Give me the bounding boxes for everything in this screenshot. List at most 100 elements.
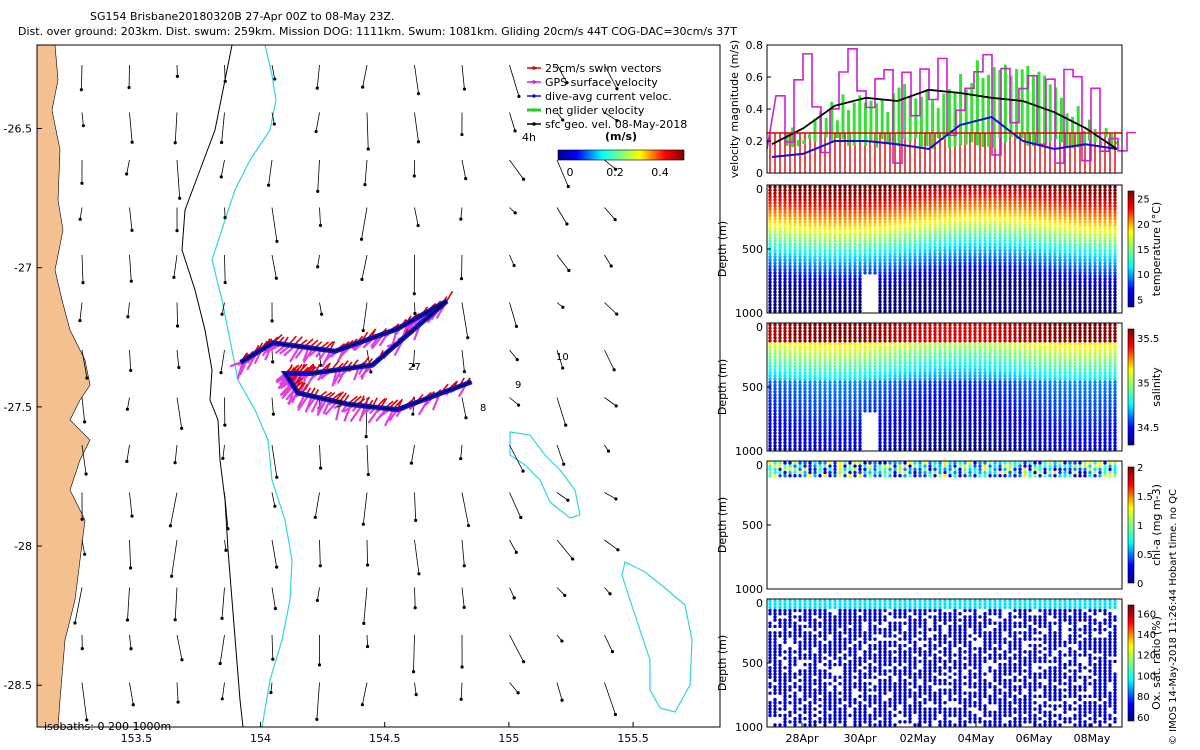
temperature-sample <box>858 194 862 199</box>
temperature-sample <box>1113 252 1117 256</box>
temperature-sample <box>798 258 802 262</box>
temperature-sample <box>978 258 982 262</box>
temperature-sample <box>968 261 972 266</box>
salinity-sample <box>808 393 812 397</box>
salinity-sample <box>768 351 772 356</box>
salinity-sample <box>898 399 902 404</box>
salinity-sample <box>923 440 927 445</box>
temperature-sample <box>773 290 777 294</box>
temperature-sample <box>1098 245 1102 250</box>
temperature-sample <box>793 277 797 281</box>
temperature-sample <box>883 296 887 300</box>
salinity-sample <box>828 428 832 432</box>
geo-vector-head <box>562 462 566 466</box>
salinity-sample <box>783 415 787 419</box>
salinity-sample <box>933 358 937 362</box>
temperature-sample <box>898 248 902 253</box>
temperature-sample <box>958 207 962 211</box>
temperature-sample <box>1108 229 1112 234</box>
salinity-sample <box>878 402 882 407</box>
temperature-sample <box>853 245 857 250</box>
temperature-sample <box>898 194 902 199</box>
salinity-sample <box>918 377 922 381</box>
salinity-sample <box>918 421 922 426</box>
salinity-sample <box>913 434 917 438</box>
temperature-sample <box>1018 236 1022 240</box>
salinity-sample <box>808 444 812 448</box>
salinity-sample <box>933 326 937 330</box>
temperature-sample <box>1083 274 1087 278</box>
temperature-sample <box>858 204 862 208</box>
salinity-sample <box>853 431 857 435</box>
salinity-sample <box>883 428 887 432</box>
temperature-sample <box>953 242 957 246</box>
temperature-sample <box>983 290 987 294</box>
temperature-sample <box>793 287 797 291</box>
temperature-sample <box>1028 213 1032 218</box>
temperature-sample <box>913 220 917 224</box>
salinity-sample <box>913 421 917 426</box>
salinity-sample <box>793 326 797 330</box>
temperature-sample <box>983 239 987 243</box>
temperature-sample <box>898 293 902 297</box>
temperature-sample <box>963 277 967 281</box>
salinity-sample <box>858 351 862 356</box>
salinity-sample <box>818 434 822 438</box>
temperature-sample <box>863 185 867 189</box>
map-xtick-label: 154.5 <box>369 732 401 745</box>
geo-vector <box>461 159 467 179</box>
temperature-sample <box>1023 255 1027 259</box>
temperature-sample <box>1003 264 1007 269</box>
temperature-sample <box>873 207 877 211</box>
temperature-sample <box>818 213 822 218</box>
salinity-sample <box>808 390 812 394</box>
temperature-sample <box>783 245 787 250</box>
salinity-sample <box>868 390 872 394</box>
temperature-sample <box>933 217 937 221</box>
temperature-sample <box>783 296 787 300</box>
salinity-sample <box>848 345 852 349</box>
temperature-sample <box>868 252 872 256</box>
salinity-sample <box>928 415 932 419</box>
temperature-sample <box>943 287 947 291</box>
temperature-sample <box>848 261 852 266</box>
temperature-sample <box>928 185 932 189</box>
temperature-sample <box>1038 185 1042 189</box>
temperature-sample <box>1028 255 1032 259</box>
temperature-sample <box>1063 188 1067 192</box>
temperature-sample <box>848 252 852 256</box>
temperature-sample <box>908 210 912 215</box>
temperature-sample <box>1063 204 1067 208</box>
salinity-sample <box>918 440 922 445</box>
temperature-sample <box>878 267 882 272</box>
temperature-sample <box>1068 264 1072 269</box>
salinity-sample <box>933 367 937 372</box>
temperature-sample <box>993 280 997 285</box>
temperature-sample <box>943 201 947 205</box>
temperature-sample <box>998 210 1002 215</box>
temperature-sample <box>783 201 787 205</box>
temperature-sample <box>1073 252 1077 256</box>
temperature-sample <box>818 287 822 291</box>
temperature-sample <box>1053 239 1057 243</box>
temperature-sample <box>828 245 832 250</box>
temperature-sample <box>863 188 867 192</box>
temperature-sample <box>843 271 847 275</box>
temperature-sample <box>1098 220 1102 224</box>
temperature-sample <box>813 239 817 243</box>
salinity-sample <box>813 339 817 343</box>
salinity-sample <box>843 399 847 404</box>
geo-vector-head <box>271 360 275 364</box>
salinity-sample <box>783 437 787 442</box>
temperature-sample <box>1068 236 1072 240</box>
temperature-sample <box>1098 242 1102 246</box>
temperature-sample <box>1033 194 1037 199</box>
temperature-sample <box>1058 201 1062 205</box>
temperature-sample <box>963 191 967 196</box>
salinity-sample <box>828 364 832 369</box>
temperature-sample <box>1058 213 1062 218</box>
temperature-sample <box>873 217 877 221</box>
geo-vector-head <box>411 412 415 416</box>
salinity-sample <box>793 412 797 416</box>
geo-vector <box>509 349 518 360</box>
